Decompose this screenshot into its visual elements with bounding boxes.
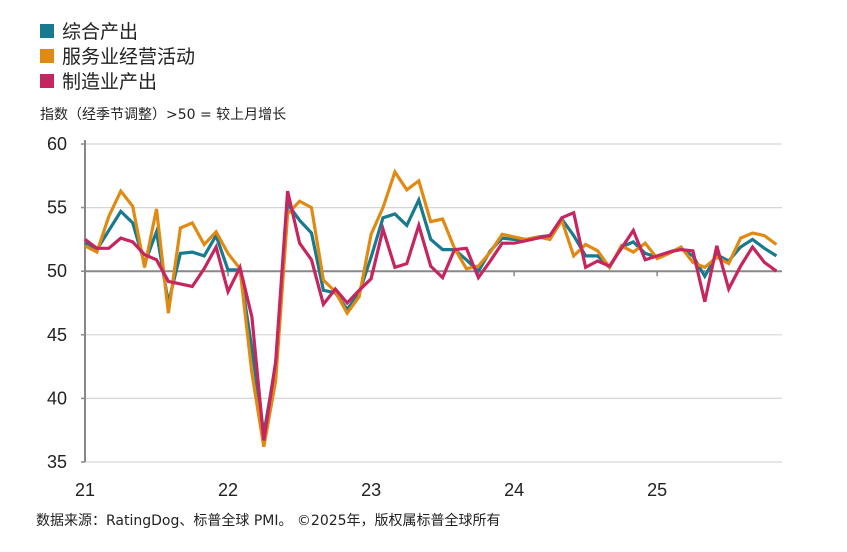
legend-swatch	[40, 73, 54, 88]
legend-item-services: 服务业经营活动	[40, 43, 195, 68]
legend: 综合产出 服务业经营活动 制造业产出	[40, 18, 195, 93]
y-tick-label: 45	[47, 325, 67, 345]
y-axis-subtitle: 指数（经季节调整）>50 = 较上月增长	[40, 107, 287, 123]
x-tick-label: 23	[361, 480, 381, 500]
legend-item-composite: 综合产出	[40, 18, 195, 43]
x-tick-label: 21	[75, 480, 95, 500]
legend-label: 综合产出	[62, 21, 139, 43]
legend-label: 服务业经营活动	[62, 46, 196, 68]
x-tick-label: 25	[647, 480, 667, 500]
series-line-1	[84, 168, 778, 447]
series-line-2	[84, 190, 778, 441]
x-tick-label: 22	[218, 480, 238, 500]
legend-item-manufacturing: 制造业产出	[40, 68, 195, 93]
source-note: 数据来源：RatingDog、标普全球 PMI。 ©2025年，版权属标普全球所…	[36, 513, 501, 529]
y-tick-label: 60	[47, 134, 67, 154]
y-tick-label: 55	[47, 198, 67, 218]
y-tick-label: 50	[47, 261, 67, 281]
legend-swatch	[40, 23, 54, 38]
x-tick-label: 24	[504, 480, 524, 500]
legend-swatch	[40, 48, 54, 63]
y-tick-label: 35	[47, 452, 67, 472]
legend-label: 制造业产出	[62, 71, 158, 93]
y-tick-label: 40	[47, 388, 67, 408]
